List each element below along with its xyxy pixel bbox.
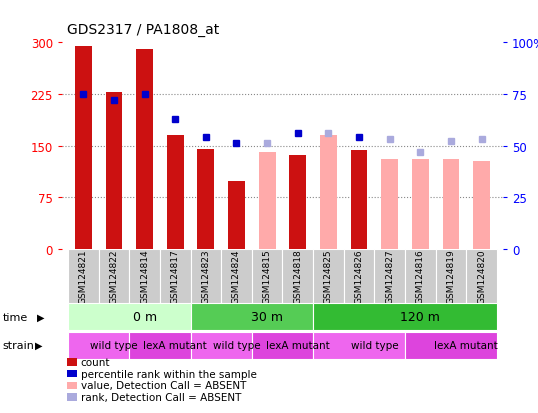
Text: lexA mutant: lexA mutant [266,340,330,350]
Bar [75,46,92,249]
Text: 30 m: 30 m [251,311,283,324]
Text: GSM124822: GSM124822 [109,249,118,304]
Text: lexA mutant: lexA mutant [434,340,498,350]
Text: GSM124825: GSM124825 [324,249,333,304]
Text: strain: strain [3,340,34,350]
Bar [412,160,429,249]
Text: GSM124827: GSM124827 [385,249,394,304]
Text: GSM124826: GSM124826 [355,249,364,304]
Bar [344,249,374,303]
Bar [129,249,160,303]
Text: value, Detection Call = ABSENT: value, Detection Call = ABSENT [81,380,246,390]
Bar [282,249,313,303]
Text: GSM124819: GSM124819 [447,249,456,304]
Bar [374,249,405,303]
Text: percentile rank within the sample: percentile rank within the sample [81,369,257,379]
Bar [313,332,405,359]
Text: lexA mutant: lexA mutant [143,340,207,350]
Text: wild type: wild type [351,340,398,350]
Bar [68,304,190,331]
Bar [160,249,190,303]
Bar [105,93,122,249]
Text: GSM124821: GSM124821 [79,249,88,304]
Text: wild type: wild type [90,340,138,350]
Bar [190,332,252,359]
Bar [313,249,344,303]
Bar [473,161,490,249]
Bar [167,136,183,249]
Bar [252,332,313,359]
Text: GSM124814: GSM124814 [140,249,149,304]
Text: time: time [3,312,28,322]
Text: wild type: wild type [213,340,260,350]
Bar [381,160,398,249]
Text: count: count [81,357,110,367]
Bar [197,150,214,249]
Bar [436,249,466,303]
Text: GSM124818: GSM124818 [293,249,302,304]
Text: GSM124816: GSM124816 [416,249,425,304]
Text: 120 m: 120 m [400,311,440,324]
Bar [466,249,497,303]
Bar [190,249,221,303]
Bar [351,150,367,249]
Text: 0 m: 0 m [132,311,157,324]
Bar [320,136,337,249]
Bar [259,153,275,249]
Text: GSM124820: GSM124820 [477,249,486,304]
Bar [68,332,129,359]
Text: GSM124815: GSM124815 [263,249,272,304]
Bar [129,332,190,359]
Bar [405,332,497,359]
Bar [136,50,153,249]
Bar [289,155,306,249]
Bar [98,249,129,303]
Bar [68,249,98,303]
Bar [443,160,459,249]
Text: GSM124817: GSM124817 [171,249,180,304]
Text: GSM124824: GSM124824 [232,249,241,304]
Text: GSM124823: GSM124823 [201,249,210,304]
Bar [190,304,313,331]
Bar [228,182,245,249]
Text: rank, Detection Call = ABSENT: rank, Detection Call = ABSENT [81,392,241,402]
Bar [221,249,252,303]
Text: GDS2317 / PA1808_at: GDS2317 / PA1808_at [67,23,220,37]
Bar [313,304,497,331]
Text: ▶: ▶ [37,312,44,322]
Bar [252,249,282,303]
Bar [405,249,436,303]
Text: ▶: ▶ [35,340,43,350]
